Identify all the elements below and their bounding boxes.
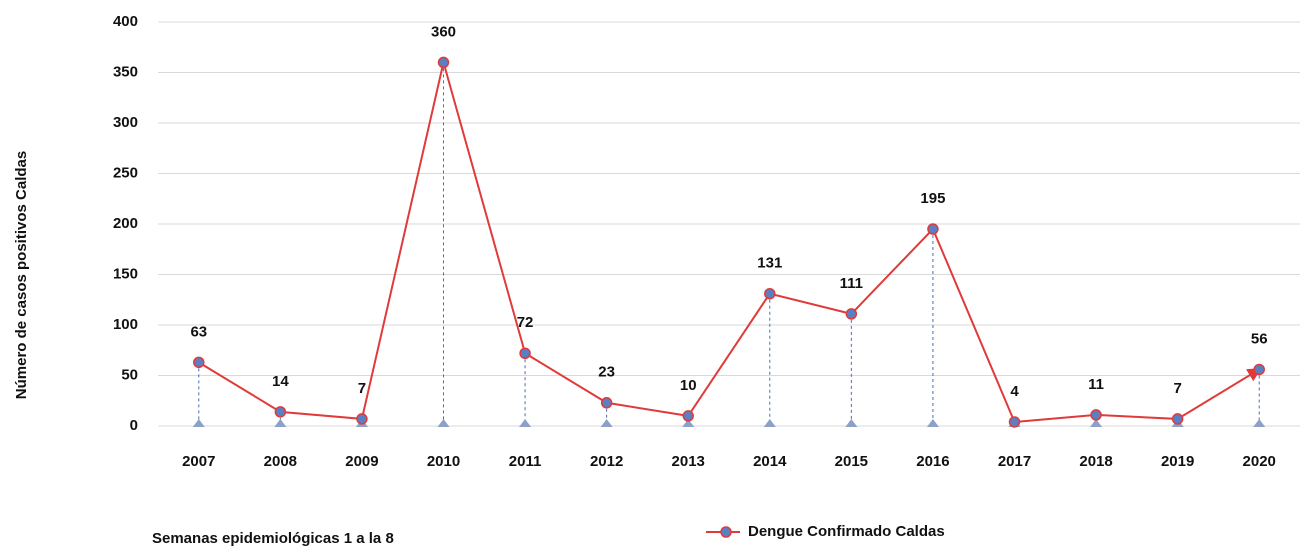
data-label: 14 — [272, 373, 289, 390]
data-label: 72 — [517, 314, 534, 331]
point — [682, 410, 694, 422]
point — [519, 347, 531, 360]
x-tick-label: 2012 — [590, 453, 623, 470]
y-tick-label: 100 — [113, 316, 138, 333]
x-tick-label: 2015 — [835, 453, 868, 470]
series-line — [198, 62, 1262, 424]
base-marker — [1090, 419, 1103, 427]
point — [193, 356, 205, 369]
point — [1008, 416, 1021, 428]
y-tick-label: 300 — [113, 114, 138, 131]
legend-label: Dengue Confirmado Caldas — [748, 523, 945, 540]
x-tick-label: 2009 — [345, 453, 378, 470]
data-label: 131 — [757, 255, 782, 272]
x-tick-label: 2016 — [916, 453, 949, 470]
x-tick-label: 2014 — [753, 453, 787, 470]
base-marker — [845, 419, 858, 427]
x-tick-label: 2007 — [182, 453, 215, 470]
point — [764, 287, 776, 300]
point — [1253, 363, 1265, 376]
annotation: Semanas epidemiológicas 1 a la 8 — [152, 530, 394, 547]
y-tick-label: 400 — [113, 13, 138, 30]
point — [1171, 413, 1184, 425]
y-tick-label: 350 — [113, 63, 138, 80]
y-tick-label: 50 — [121, 366, 138, 383]
x-tick-label: 2019 — [1161, 453, 1194, 470]
y-tick-label: 0 — [130, 417, 138, 434]
x-tick-label: 2013 — [672, 453, 705, 470]
point — [845, 308, 858, 320]
x-tick-label: 2017 — [998, 453, 1031, 470]
base-marker — [1253, 419, 1266, 427]
data-label: 23 — [598, 364, 615, 381]
x-tick-label: 2008 — [264, 453, 297, 470]
point — [600, 397, 613, 409]
base-marker — [192, 419, 205, 427]
data-label: 4 — [1010, 383, 1019, 400]
data-label: 63 — [190, 323, 207, 340]
point — [356, 413, 368, 425]
base-marker — [437, 419, 450, 427]
data-label: 7 — [1173, 380, 1181, 397]
point — [437, 56, 450, 69]
data-label: 195 — [920, 190, 945, 207]
base-marker — [274, 419, 287, 427]
legend-marker — [720, 526, 732, 538]
base-marker — [600, 419, 613, 427]
base-marker — [519, 419, 532, 427]
point — [1090, 409, 1102, 421]
y-tick-label: 200 — [113, 215, 138, 232]
data-label: 111 — [840, 275, 863, 292]
data-label: 7 — [358, 380, 366, 397]
point — [274, 406, 287, 418]
data-label: 56 — [1251, 330, 1268, 347]
base-marker — [682, 419, 695, 427]
x-tick-label: 2018 — [1079, 453, 1112, 470]
y-axis-label: Número de casos positivos Caldas — [13, 151, 30, 399]
data-label: 11 — [1088, 376, 1104, 393]
point — [927, 223, 939, 235]
y-tick-label: 250 — [113, 164, 138, 181]
x-tick-label: 2011 — [509, 453, 542, 470]
data-label: 10 — [680, 377, 697, 394]
data-label: 360 — [431, 23, 456, 40]
x-tick-label: 2010 — [427, 453, 460, 470]
base-marker — [926, 419, 939, 427]
y-tick-label: 150 — [113, 265, 138, 282]
base-marker — [763, 419, 776, 427]
x-tick-label: 2020 — [1243, 453, 1276, 470]
